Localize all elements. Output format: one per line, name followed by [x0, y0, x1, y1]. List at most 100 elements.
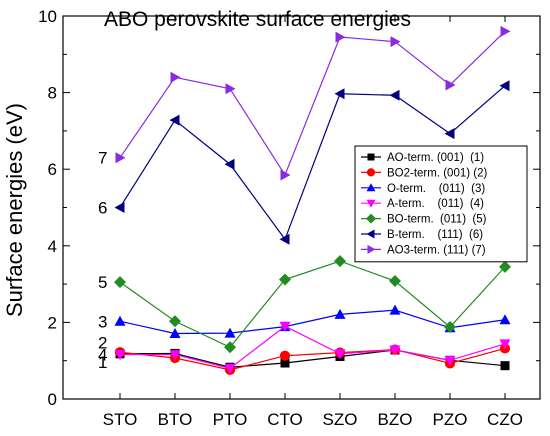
legend-label: O-term. (011) (3): [387, 183, 485, 195]
series-line: [119, 347, 506, 371]
data-point: [500, 361, 510, 371]
data-point: [114, 276, 126, 289]
series-4: [114, 321, 511, 374]
series-number-label: 4: [98, 346, 107, 365]
legend-entry: BO2-term. (001) (2): [361, 167, 487, 179]
legend: AO-term. (001) (1) BO2-term. (001) (2) O-t…: [354, 145, 528, 263]
x-tick-label: CZO: [487, 410, 523, 429]
data-point: [224, 341, 236, 354]
data-point: [169, 328, 181, 339]
data-point: [279, 350, 291, 361]
legend-label: AO-term. (001) (1): [387, 152, 484, 164]
legend-entry: O-term. (011) (3): [361, 183, 485, 195]
data-point: [224, 363, 236, 374]
data-point: [334, 349, 346, 360]
legend-marker: [366, 199, 376, 208]
y-axis-label: Surface energies (eV): [2, 103, 27, 317]
legend-marker: [367, 153, 375, 161]
data-point: [279, 321, 291, 332]
data-point: [444, 128, 455, 140]
legend-marker: [367, 244, 376, 254]
series-number-label: 5: [98, 273, 107, 292]
data-point: [389, 275, 401, 288]
legend-label: AO3-term. (111) (7): [387, 244, 486, 256]
series-6: [114, 80, 510, 245]
data-point: [334, 88, 345, 100]
x-tick-label: PTO: [213, 410, 248, 429]
data-point: [169, 114, 180, 126]
data-point: [500, 25, 511, 37]
data-point: [115, 152, 126, 164]
series-number-labels: 12 3 4 5 6 7: [98, 149, 107, 372]
legend-label: B-term. (111) (6): [387, 229, 483, 241]
data-point: [335, 31, 346, 43]
data-point: [224, 327, 236, 338]
data-point: [499, 260, 511, 273]
series-5: [114, 255, 511, 354]
chart-title: ABO perovskite surface energies: [104, 8, 411, 31]
plot-series: [114, 25, 511, 375]
legend-entry: A-term. (011) (4): [361, 198, 484, 210]
y-tick-label: 4: [48, 237, 57, 256]
data-point: [444, 320, 456, 333]
data-point: [389, 304, 401, 315]
data-point: [499, 339, 511, 350]
data-point: [444, 355, 456, 366]
data-point: [114, 315, 126, 326]
data-point: [169, 315, 181, 328]
data-point: [114, 202, 125, 213]
x-tick-label: SZO: [323, 410, 358, 429]
legend-box: [354, 145, 528, 263]
y-tick-label: 0: [48, 390, 57, 409]
data-point: [389, 89, 400, 101]
data-point: [445, 79, 456, 91]
series-line: [119, 260, 506, 349]
legend-entry: B-term. (111) (6): [361, 229, 483, 241]
legend-marker: [366, 168, 376, 177]
legend-label: A-term. (011) (4): [387, 198, 484, 210]
data-point: [279, 233, 290, 245]
legend-marker: [366, 229, 375, 239]
data-point: [114, 350, 126, 361]
data-point: [499, 80, 510, 92]
series-number-label: 2: [98, 333, 107, 352]
data-point: [390, 36, 401, 48]
data-point: [225, 83, 236, 95]
x-tick-label: PZO: [433, 410, 468, 429]
series-line: [119, 309, 506, 335]
data-point: [224, 158, 235, 170]
data-point: [389, 345, 401, 356]
legend-entry: AO-term. (001) (1): [361, 152, 484, 164]
series-number-label: 7: [98, 149, 107, 168]
data-point: [280, 169, 291, 181]
series-number-label: 1: [98, 353, 107, 372]
series-line: [119, 85, 506, 241]
series-number-label: 3: [98, 312, 107, 331]
legend-label: BO-term. (011) (5): [387, 214, 487, 226]
legend-marker: [366, 183, 376, 192]
data-point: [334, 255, 346, 268]
y-tick-label: 10: [38, 7, 57, 26]
data-point: [169, 350, 181, 361]
series-7: [115, 25, 511, 181]
series-line: [120, 325, 506, 370]
x-tick-label: STO: [103, 410, 138, 429]
y-tick-label: 2: [48, 313, 57, 332]
data-point: [279, 273, 291, 286]
data-point: [334, 308, 346, 319]
series-line: [119, 30, 506, 177]
data-point: [280, 358, 290, 368]
series-number-label: 6: [98, 199, 107, 218]
y-tick-label: 6: [48, 160, 57, 179]
legend-entry: AO3-term. (111) (7): [361, 244, 486, 256]
legend-marker: [366, 213, 376, 224]
x-tick-label: BZO: [378, 410, 413, 429]
x-tick-label: BTO: [158, 410, 193, 429]
y-tick-label: 8: [48, 84, 57, 103]
x-tick-label: CTO: [267, 410, 303, 429]
data-point: [499, 314, 511, 325]
legend-label: BO2-term. (001) (2): [387, 167, 487, 179]
legend-entry: BO-term. (011) (5): [361, 213, 487, 226]
